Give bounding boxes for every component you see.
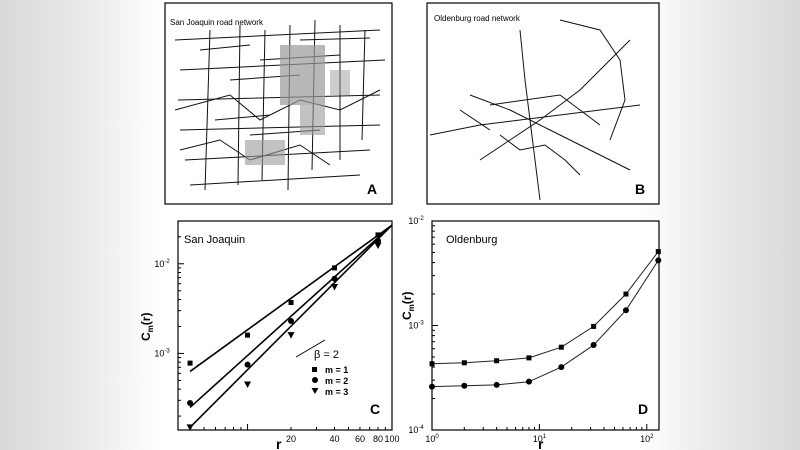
d-point-m1 xyxy=(429,361,435,367)
panel-b-letter: B xyxy=(635,181,645,197)
legend-label-m1: m = 1 xyxy=(325,365,348,375)
chart-c-axes xyxy=(178,220,393,430)
chart-c-frame xyxy=(177,220,393,431)
legend-label-m2: m = 2 xyxy=(325,376,348,386)
panel-a-frame xyxy=(164,2,393,205)
chart-c-fit-lines xyxy=(189,224,393,428)
d-point-m2 xyxy=(558,364,565,371)
d-point-m1 xyxy=(623,291,629,297)
legend-marker-square xyxy=(312,367,317,372)
chart-c-slope-guide xyxy=(295,339,326,358)
d-series-line-m2 xyxy=(431,260,659,388)
chart-d-xlabel: r xyxy=(538,436,544,450)
d-x-tick-label: 100 xyxy=(425,434,439,444)
chart-d-y-tick-labels: 10-4 10-3 10-2 xyxy=(408,216,424,435)
c-point-m2 xyxy=(244,361,251,368)
chart-c-annotation: β = 2 xyxy=(314,349,339,361)
legend-label-m3: m = 3 xyxy=(325,387,348,397)
c-point-m3 xyxy=(374,242,382,249)
d-point-m1 xyxy=(461,360,467,366)
d-y-tick-label: 10-3 xyxy=(408,321,424,331)
chart-d-points xyxy=(429,249,662,390)
chart-d-frame xyxy=(431,220,660,431)
c-y-tick-label: 10-2 xyxy=(154,259,170,269)
d-y-tick-label: 10-4 xyxy=(408,425,424,435)
c-point-m3 xyxy=(186,424,194,431)
chart-d-title: Oldenburg xyxy=(446,234,497,246)
chart-c-title: San Joaquin xyxy=(184,234,245,246)
c-point-m3 xyxy=(244,381,252,389)
d-point-m1 xyxy=(526,355,532,361)
d-point-m2 xyxy=(429,383,435,390)
panel-b-frame xyxy=(426,2,660,205)
c-y-tick-label: 10-3 xyxy=(154,348,170,358)
c-point-m2 xyxy=(375,237,382,244)
d-point-m2 xyxy=(461,382,468,389)
panel-a-title: San Joaquin road network xyxy=(170,18,264,27)
legend-marker-circle xyxy=(312,377,318,383)
d-point-m2 xyxy=(525,378,532,385)
chart-c-xlabel: r xyxy=(276,436,282,450)
c-x-tick-label: 80 xyxy=(373,434,383,444)
chart-d-series-lines xyxy=(431,251,659,388)
panel-a-san-joaquin-map: San Joaquin road network A xyxy=(164,2,393,205)
chart-c-y-tick-labels: 10-3 10-2 xyxy=(154,259,170,359)
c-fit-line-m3 xyxy=(189,224,393,428)
d-point-m2 xyxy=(655,257,662,264)
d-point-m1 xyxy=(655,249,661,255)
chart-c-ylabel: Cm(r) xyxy=(139,313,155,341)
panel-d-oldenburg-chart: 100 101 102 10-4 10-3 10-2 Oldenburg r Cm(r)… xyxy=(400,216,662,450)
c-point-m1 xyxy=(187,360,193,366)
chart-c-points xyxy=(186,232,382,431)
c-point-m2 xyxy=(288,318,295,325)
d-series-line-m1 xyxy=(431,251,659,365)
d-x-tick-label: 101 xyxy=(533,434,547,444)
chart-c-legend: m = 1 m = 2 m = 3 xyxy=(311,365,348,397)
c-x-tick-label: 20 xyxy=(286,434,296,444)
c-point-m3 xyxy=(331,284,339,291)
c-point-m1 xyxy=(332,265,338,271)
c-fit-line-m2 xyxy=(189,224,393,409)
c-x-tick-label: 100 xyxy=(384,434,399,444)
c-point-m2 xyxy=(187,400,194,407)
chart-d-letter: D xyxy=(638,401,648,417)
d-point-m2 xyxy=(493,381,500,388)
c-x-tick-label: 40 xyxy=(330,434,340,444)
d-point-m2 xyxy=(622,307,629,314)
panel-b-title: Oldenburg road network xyxy=(434,14,521,23)
san-joaquin-dense-areas xyxy=(245,45,350,165)
c-fit-line-m1 xyxy=(189,224,393,373)
d-x-tick-label: 102 xyxy=(640,434,654,444)
chart-d-axes xyxy=(431,220,648,431)
d-point-m2 xyxy=(590,342,597,349)
c-point-m1 xyxy=(375,232,381,238)
legend-marker-triangle xyxy=(311,388,319,394)
c-point-m1 xyxy=(288,299,294,305)
chart-d-x-tick-labels: 100 101 102 xyxy=(425,434,654,444)
oldenburg-road-network-image xyxy=(429,19,641,201)
chart-c-x-tick-labels: 20 40 60 80 100 xyxy=(286,434,399,444)
d-point-m1 xyxy=(591,323,597,329)
chart-c-letter: C xyxy=(370,401,380,417)
c-x-tick-label: 60 xyxy=(355,434,365,444)
d-point-m1 xyxy=(558,344,564,350)
panel-c-san-joaquin-chart: 20 40 60 80 100 10-3 10-2 San Joaquin r Cm(r)… xyxy=(139,220,400,450)
c-point-m2 xyxy=(331,275,338,282)
d-y-tick-label: 10-2 xyxy=(408,216,424,226)
d-point-m1 xyxy=(494,358,500,364)
c-point-m3 xyxy=(287,332,295,339)
panel-a-letter: A xyxy=(367,181,377,197)
chart-d-ylabel: Cm(r) xyxy=(400,292,416,320)
panel-b-oldenburg-map: Oldenburg road network B xyxy=(426,2,660,205)
c-point-m1 xyxy=(245,332,251,338)
